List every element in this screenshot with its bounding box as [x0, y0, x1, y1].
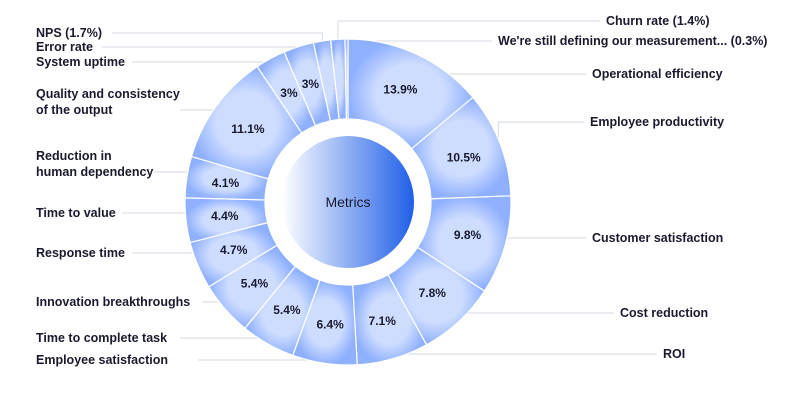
- leader-line: [180, 337, 270, 343]
- center-disc: [282, 136, 414, 268]
- slice-value-label: 13.9%: [383, 83, 417, 97]
- slice-value-label: 5.4%: [241, 276, 269, 290]
- leader-line: [154, 171, 190, 178]
- slice-value-label: 7.8%: [419, 286, 447, 300]
- leader-line: [456, 312, 614, 321]
- slice-value-labels: 13.9% 10.5% 9.8% 7.8% 7.1% 6.4% 5.4% 5.4% 4.7% 4.…: [211, 77, 481, 332]
- slice-label: Employee productivity: [590, 115, 724, 129]
- slice-labels: Operational efficiency Employee productiv…: [36, 14, 767, 367]
- donut-slice: [344, 38, 349, 120]
- slice-label: NPS (1.7%): [36, 26, 102, 40]
- slice-label: Churn rate (1.4%): [606, 14, 710, 28]
- donut-segments: [184, 38, 512, 366]
- leader-line: [180, 106, 219, 111]
- slice-value-label: 7.1%: [369, 314, 397, 328]
- slice-label: Quality and consistency of the output: [36, 87, 180, 117]
- slice-label: Employee satisfaction: [36, 353, 168, 367]
- slice-value-label: 4.1%: [212, 176, 240, 190]
- leader-line: [132, 252, 201, 265]
- leader-line: [337, 20, 600, 42]
- slice-value-label: 5.4%: [273, 303, 301, 317]
- slice-label: Reduction in human dependency: [36, 149, 153, 179]
- slice-label: Time to value: [36, 206, 116, 220]
- slice-value-label: 3%: [280, 86, 298, 100]
- leader-line: [198, 359, 326, 362]
- leader-line: [502, 237, 586, 245]
- slice-label: Time to complete task: [36, 331, 167, 345]
- slice-value-label: 11.1%: [231, 122, 265, 136]
- slice-label: Response time: [36, 246, 125, 260]
- slice-label: System uptime: [36, 55, 125, 69]
- slice-value-label: 4.7%: [220, 243, 248, 257]
- leader-line: [112, 32, 323, 44]
- leader-line: [122, 212, 189, 221]
- leader-line: [391, 353, 657, 357]
- slice-label: Customer satisfaction: [592, 231, 723, 245]
- slice-label: We're still defining our measurement... …: [498, 34, 767, 48]
- slice-value-label: 9.8%: [454, 228, 482, 242]
- slice-label: Innovation breakthroughs: [36, 295, 190, 309]
- leader-line: [497, 121, 584, 145]
- slice-value-label: 4.4%: [211, 209, 239, 223]
- center-label: Metrics: [325, 194, 370, 210]
- leader-line: [102, 46, 300, 49]
- slice-value-label: 3%: [302, 77, 320, 91]
- leader-line: [132, 60, 272, 63]
- slice-label: Cost reduction: [620, 306, 708, 320]
- slice-label: Error rate: [36, 40, 93, 54]
- slice-value-label: 6.4%: [316, 318, 344, 332]
- slice-value-label: 10.5%: [447, 150, 481, 164]
- slice-label: Operational efficiency: [592, 67, 723, 81]
- slice-label: ROI: [663, 347, 685, 361]
